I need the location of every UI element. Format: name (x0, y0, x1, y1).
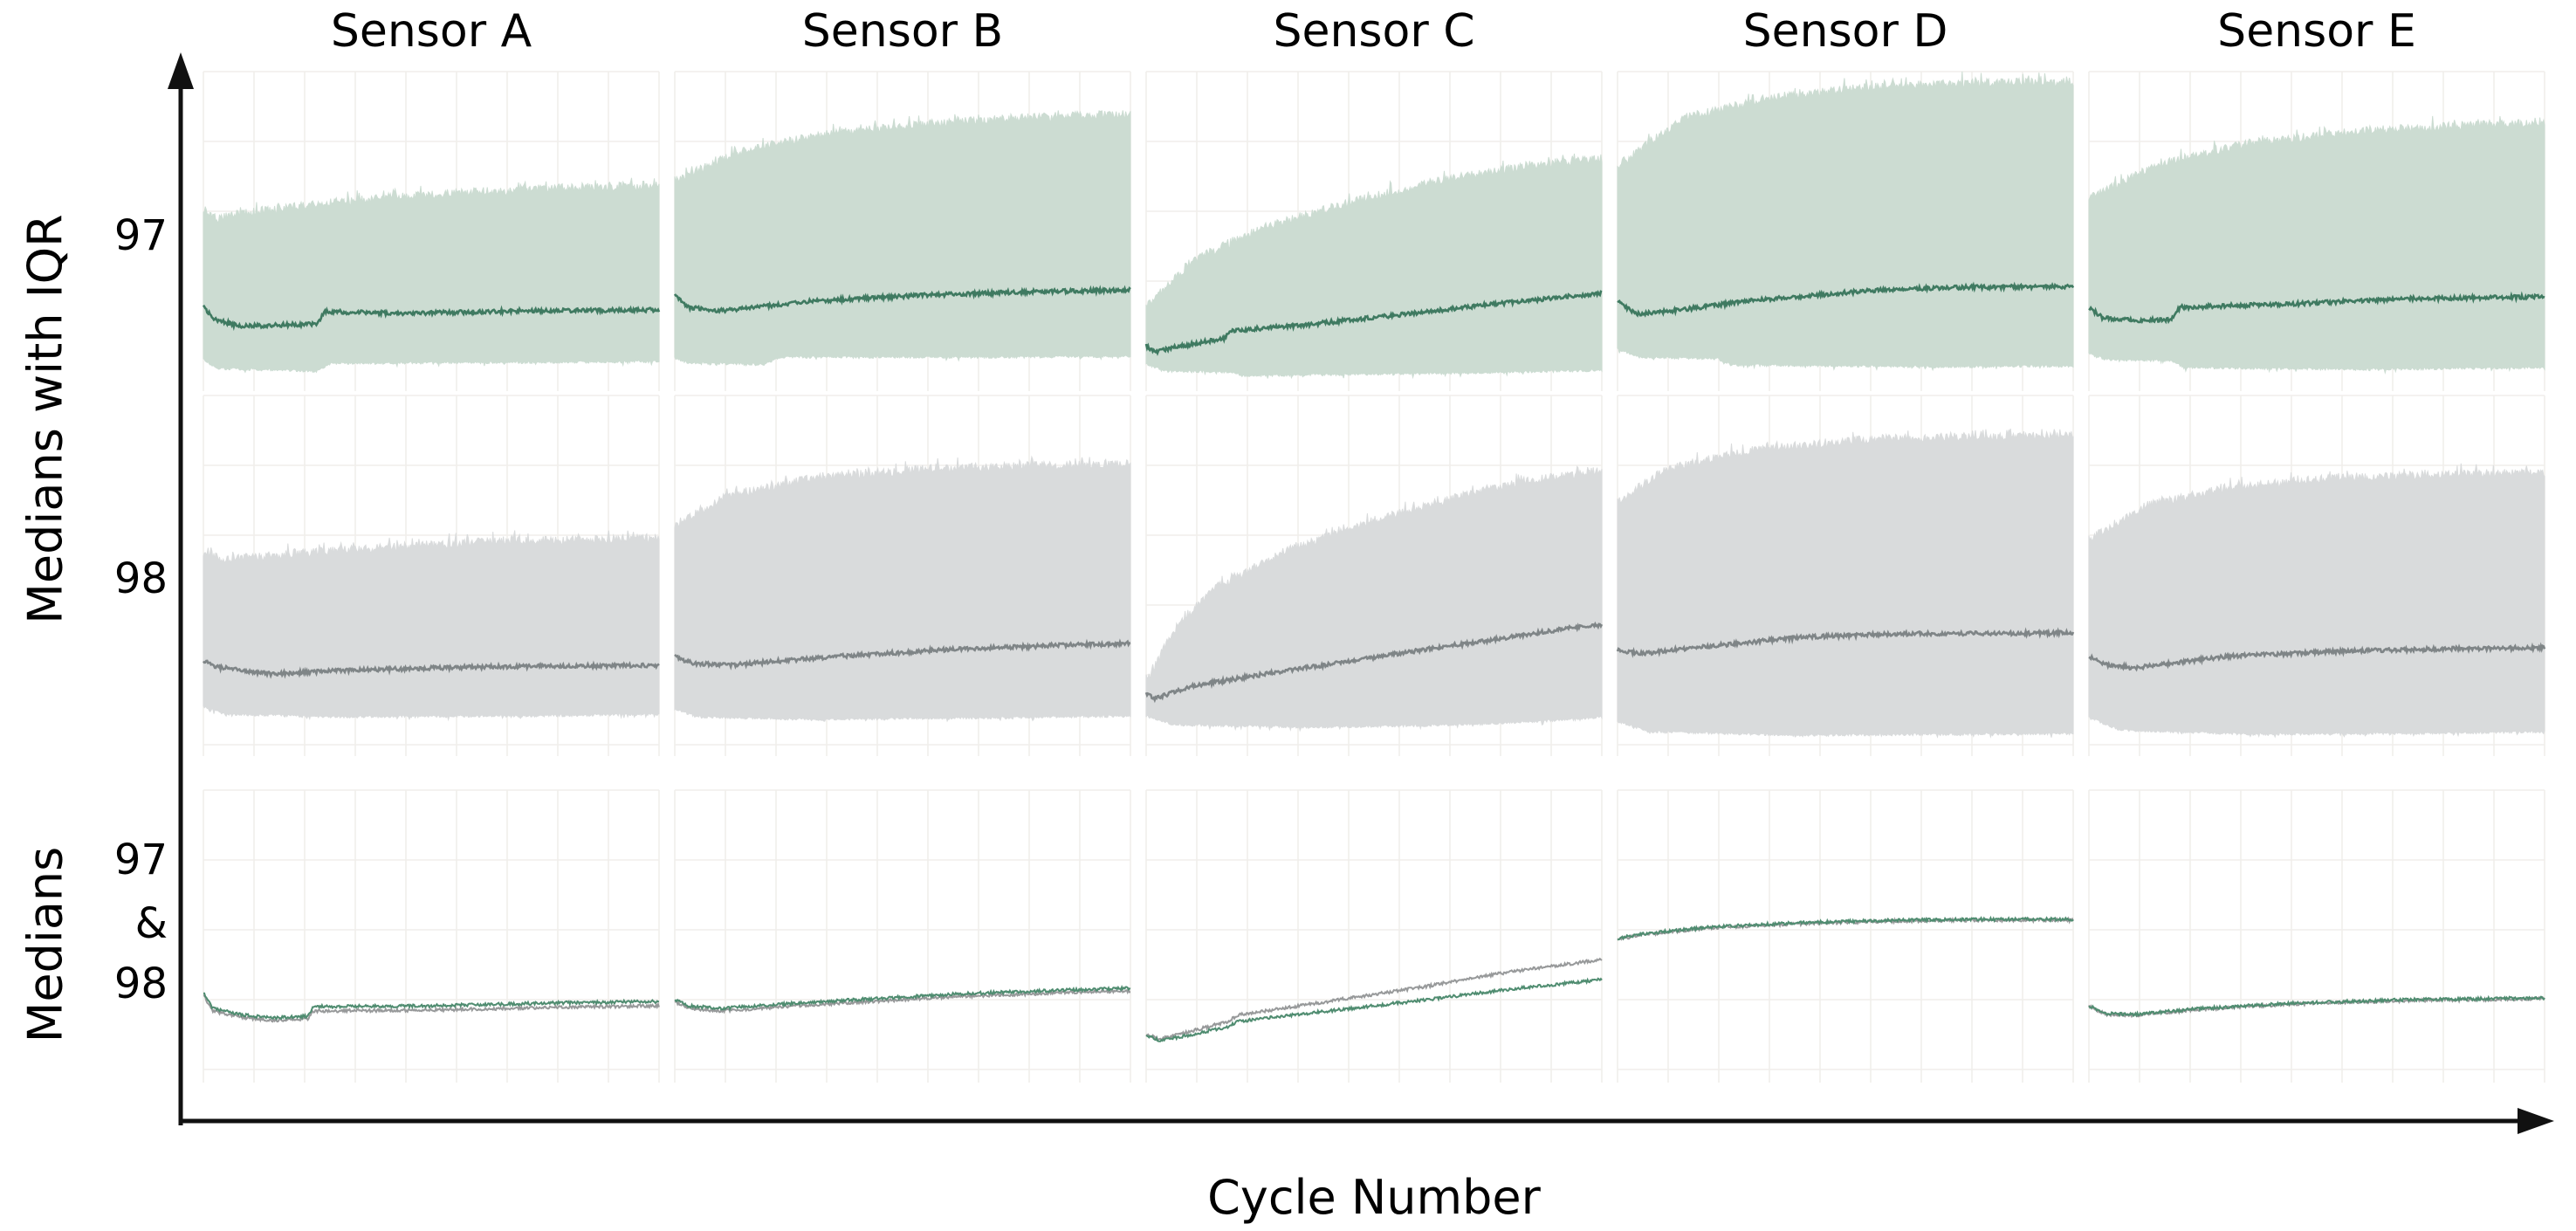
facet-title-sensor-c: Sensor C (1273, 5, 1475, 58)
x-axis-arrowhead (2518, 1108, 2554, 1134)
ytick-row3-98: 98 (113, 959, 168, 1008)
facet-title-sensor-a: Sensor A (330, 5, 532, 58)
median-line-97-sensor-b (673, 285, 1131, 314)
median-line-98-sensor-e (2088, 642, 2546, 672)
facet-title-sensor-e: Sensor E (2217, 5, 2416, 58)
median-line-98-sensor-a (203, 994, 660, 1023)
iqr-band-98-sensor-d (1617, 428, 2074, 739)
iqr-band-97-sensor-a (203, 177, 660, 374)
facet-title-sensor-d: Sensor D (1742, 5, 1948, 58)
median-line-97-sensor-c (1144, 289, 1603, 356)
median-line-98-sensor-d (1616, 627, 2075, 658)
iqr-band-97-sensor-d (1617, 71, 2074, 372)
median-line-98-sensor-a (202, 659, 660, 679)
median-line-98-sensor-c (1145, 957, 1603, 1041)
iqr-band-98-sensor-a (203, 530, 660, 722)
median-line-97-sensor-a (202, 304, 661, 332)
iqr-band-97-sensor-c (1145, 153, 1603, 380)
y-axis-label-medians: Medians (17, 846, 73, 1043)
median-line-97-sensor-a (203, 992, 660, 1021)
facet-title-sensor-b: Sensor B (801, 5, 1004, 58)
median-line-97-sensor-c (1145, 977, 1603, 1042)
iqr-band-98-sensor-e (2088, 463, 2545, 739)
iqr-band-98-sensor-c (1145, 465, 1603, 732)
median-line-97-sensor-d (1617, 915, 2074, 941)
ytick-row3-97: 97 (113, 836, 168, 884)
iqr-band-97-sensor-e (2088, 115, 2545, 375)
median-line-98-sensor-b (674, 987, 1131, 1014)
ytick-row3-amp: & (134, 899, 168, 948)
x-axis-label: Cycle Number (1207, 1170, 1541, 1225)
y-axis-arrowhead (168, 52, 194, 89)
median-line-98-sensor-b (674, 638, 1131, 671)
median-line-97-sensor-d (1617, 281, 2075, 318)
median-line-97-sensor-e (2088, 291, 2545, 325)
ytick-row1-97: 97 (113, 211, 168, 260)
median-line-98-sensor-c (1144, 621, 1604, 704)
iqr-band-98-sensor-b (674, 455, 1131, 723)
iqr-band-97-sensor-b (674, 110, 1131, 367)
median-line-97-sensor-b (674, 985, 1131, 1012)
median-line-97-sensor-e (2088, 994, 2545, 1018)
y-axis-label-medians-with-iqr: Medians with IQR (17, 214, 73, 624)
ytick-row2-98: 98 (113, 554, 168, 603)
